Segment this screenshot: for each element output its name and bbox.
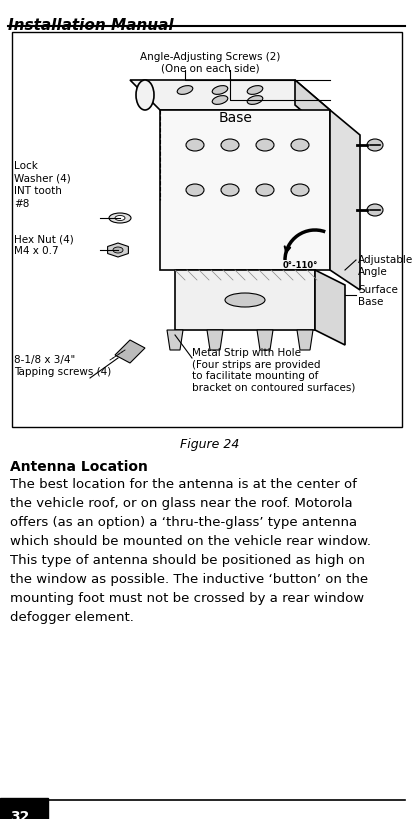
Ellipse shape — [212, 96, 228, 104]
Polygon shape — [330, 110, 360, 290]
Ellipse shape — [136, 80, 154, 110]
Text: Base: Base — [219, 111, 253, 125]
Ellipse shape — [221, 184, 239, 196]
Text: which should be mounted on the vehicle rear window.: which should be mounted on the vehicle r… — [10, 535, 371, 548]
Text: This type of antenna should be positioned as high on: This type of antenna should be positione… — [10, 554, 365, 567]
Polygon shape — [167, 330, 183, 350]
Ellipse shape — [221, 139, 239, 151]
Text: 32: 32 — [10, 810, 29, 819]
Polygon shape — [295, 80, 330, 135]
Bar — [0, 798, 48, 819]
Polygon shape — [130, 80, 330, 110]
Text: defogger element.: defogger element. — [10, 611, 134, 624]
Ellipse shape — [186, 139, 204, 151]
Text: Antenna Location: Antenna Location — [10, 460, 148, 474]
Ellipse shape — [291, 184, 309, 196]
Polygon shape — [108, 243, 128, 257]
Text: the vehicle roof, or on glass near the roof. Motorola: the vehicle roof, or on glass near the r… — [10, 497, 353, 510]
Polygon shape — [315, 270, 345, 345]
Text: The best location for the antenna is at the center of: The best location for the antenna is at … — [10, 478, 357, 491]
Ellipse shape — [367, 204, 383, 216]
Text: Installation Manual: Installation Manual — [8, 18, 173, 33]
Text: 8-1/8 x 3/4"
Tapping screws (4): 8-1/8 x 3/4" Tapping screws (4) — [14, 355, 111, 377]
Ellipse shape — [256, 184, 274, 196]
Ellipse shape — [177, 86, 193, 94]
Polygon shape — [297, 330, 313, 350]
Polygon shape — [207, 330, 223, 350]
Ellipse shape — [212, 86, 228, 94]
Text: 0°-110°: 0°-110° — [282, 260, 318, 269]
Text: Metal Strip with Hole
(Four strips are provided
to facilitate mounting of
bracke: Metal Strip with Hole (Four strips are p… — [192, 348, 355, 393]
Ellipse shape — [256, 139, 274, 151]
Polygon shape — [175, 270, 315, 330]
Text: Angle-Adjusting Screws (2)
(One on each side): Angle-Adjusting Screws (2) (One on each … — [140, 52, 280, 74]
Ellipse shape — [247, 96, 263, 104]
Polygon shape — [115, 340, 145, 363]
Text: offers (as an option) a ‘thru-the-glass’ type antenna: offers (as an option) a ‘thru-the-glass’… — [10, 516, 357, 529]
Text: Figure 24: Figure 24 — [180, 438, 240, 451]
Text: Surface
Base: Surface Base — [358, 285, 398, 306]
Text: Lock
Washer (4)
INT tooth
#8: Lock Washer (4) INT tooth #8 — [14, 161, 71, 209]
Text: Hex Nut (4)
M4 x 0.7: Hex Nut (4) M4 x 0.7 — [14, 234, 74, 256]
Text: mounting foot must not be crossed by a rear window: mounting foot must not be crossed by a r… — [10, 592, 364, 605]
Ellipse shape — [115, 215, 125, 220]
Polygon shape — [257, 330, 273, 350]
Ellipse shape — [186, 184, 204, 196]
Polygon shape — [160, 110, 330, 270]
Text: Adjustable
Angle: Adjustable Angle — [358, 255, 413, 277]
Ellipse shape — [247, 86, 263, 94]
Text: the window as possible. The inductive ‘button’ on the: the window as possible. The inductive ‘b… — [10, 573, 368, 586]
Ellipse shape — [225, 293, 265, 307]
Ellipse shape — [367, 139, 383, 151]
Ellipse shape — [113, 247, 123, 253]
Ellipse shape — [291, 139, 309, 151]
Ellipse shape — [109, 213, 131, 223]
Bar — [12, 32, 402, 427]
